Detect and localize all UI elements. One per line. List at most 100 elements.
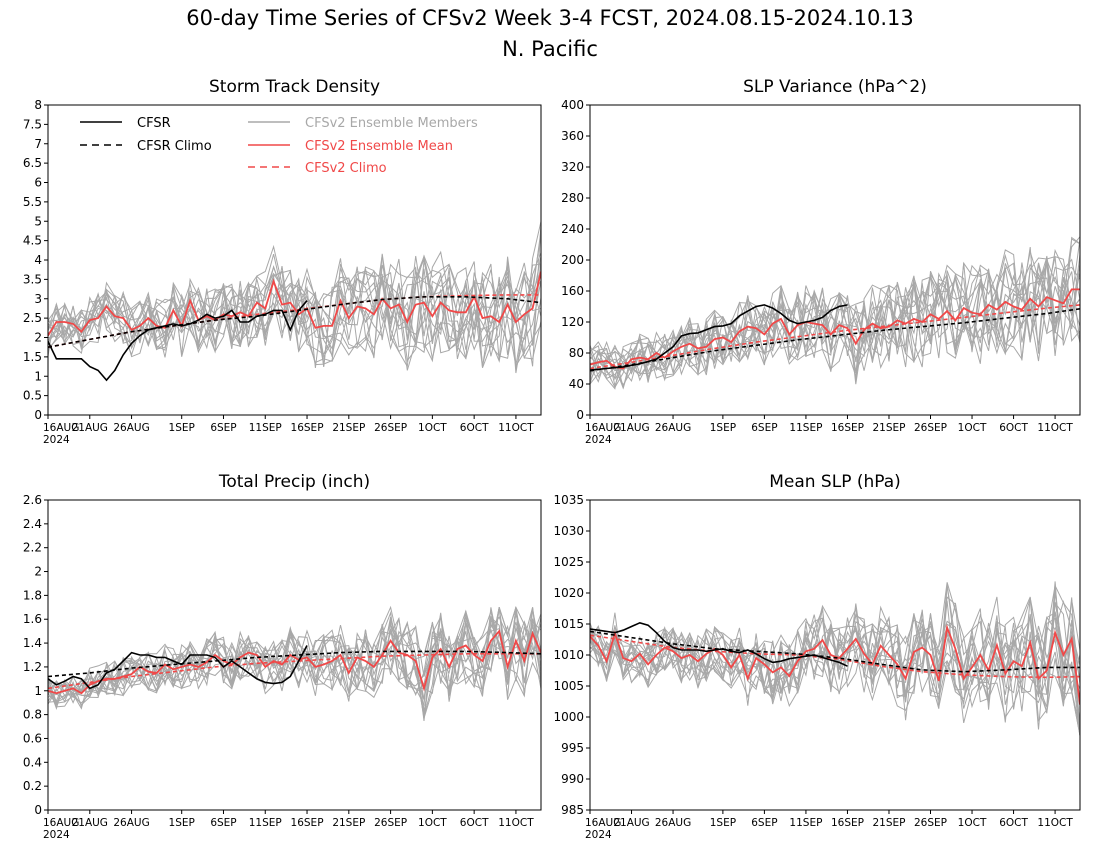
x-tick-label: 16AUG — [43, 817, 79, 829]
x-tick-label: 11SEP — [789, 817, 822, 829]
panel-title: SLP Variance (hPa^2) — [743, 77, 927, 97]
y-tick-label: 990 — [561, 772, 584, 786]
y-tick-label: 2 — [34, 565, 42, 579]
y-tick-label: 0.2 — [23, 779, 42, 793]
legend: CFSR CFSR Climo CFSv2 Ensemble Members CFSv… — [80, 116, 478, 176]
x-tick-label: 6SEP — [210, 422, 236, 434]
y-tick-label: 7 — [34, 137, 42, 151]
y-tick-label: 360 — [561, 129, 584, 143]
panels-group: Storm Track Density 0 0.5 1 1.5 2 2.5 3 3.5 4 4.5 5… — [23, 77, 1081, 841]
y-tick-label: 1035 — [553, 493, 584, 507]
x-tick-label: 1SEP — [710, 817, 736, 829]
y-tick-label: 7.5 — [23, 117, 42, 131]
ensemble-member-line — [590, 262, 1080, 375]
x-tick-label: 6OCT — [999, 422, 1028, 434]
plot-data — [48, 221, 541, 382]
panel-title: Total Precip (inch) — [218, 472, 370, 492]
chart-panel: Mean SLP (hPa) 985 990 995 1000 1005 1010 1015 1… — [553, 472, 1081, 841]
x-tick-label: 6OCT — [460, 817, 489, 829]
y-tick-label: 1025 — [553, 555, 584, 569]
x-tick-label: 21AUG — [613, 422, 649, 434]
y-tick-label: 1000 — [553, 710, 584, 724]
y-tick-label: 2 — [34, 331, 42, 345]
x-tick-label: 26SEP — [374, 817, 407, 829]
ensemble-member-line — [48, 607, 541, 707]
x-tick-label: 1SEP — [710, 422, 736, 434]
cfsr-line — [48, 300, 308, 382]
y-tick-label: 3.5 — [23, 272, 42, 286]
ensemble-member-line — [590, 596, 1080, 714]
y-tick-label: 5 — [34, 214, 42, 228]
ensemble-member-line — [48, 263, 541, 368]
x-tick-label: 1OCT — [418, 817, 447, 829]
y-tick-label: 1030 — [553, 524, 584, 538]
x-year-label: 2024 — [585, 434, 612, 446]
y-tick-label: 6 — [34, 176, 42, 190]
x-tick-label: 11OCT — [498, 422, 534, 434]
y-tick-label: 1 — [34, 684, 42, 698]
x-tick-label: 1OCT — [418, 422, 447, 434]
y-tick-label: 6.5 — [23, 156, 42, 170]
ensemble-member-line — [590, 248, 1080, 390]
ensemble-member-line — [590, 262, 1080, 389]
y-tick-label: 0 — [34, 408, 42, 422]
x-year-label: 2024 — [585, 829, 612, 841]
ensemble-member-line — [48, 234, 541, 363]
y-tick-label: 1.8 — [23, 588, 42, 602]
y-tick-label: 280 — [561, 191, 584, 205]
x-tick-label: 21AUG — [72, 817, 108, 829]
y-tick-label: 985 — [561, 803, 584, 817]
x-tick-label: 21AUG — [613, 817, 649, 829]
plot-data — [48, 605, 541, 722]
ensemble-mean-line — [590, 624, 1080, 705]
x-tick-label: 16AUG — [43, 422, 79, 434]
ensemble-member-line — [48, 244, 541, 357]
y-tick-label: 2.4 — [23, 517, 42, 531]
plot-data — [590, 236, 1080, 390]
panel-title: Mean SLP (hPa) — [769, 472, 901, 492]
cfsv2-climo-line — [590, 304, 1080, 370]
x-year-label: 2024 — [43, 434, 70, 446]
y-tick-label: 1.5 — [23, 350, 42, 364]
legend-label: CFSv2 Ensemble Members — [305, 116, 478, 131]
ensemble-member-line — [590, 592, 1080, 729]
ensemble-member-line — [48, 607, 541, 704]
legend-label: CFSv2 Climo — [305, 161, 387, 176]
legend-label: CFSR — [137, 116, 171, 131]
y-tick-label: 0.6 — [23, 731, 42, 745]
x-tick-label: 6OCT — [999, 817, 1028, 829]
x-tick-label: 11OCT — [1037, 817, 1073, 829]
y-tick-label: 0 — [34, 803, 42, 817]
x-tick-label: 21SEP — [872, 817, 905, 829]
x-tick-label: 26AUG — [655, 422, 691, 434]
x-tick-label: 26AUG — [113, 422, 149, 434]
y-tick-label: 1.4 — [23, 636, 42, 650]
ensemble-member-line — [48, 253, 541, 369]
legend-label: CFSR Climo — [137, 139, 212, 154]
cfsr-climo-line — [590, 630, 1080, 673]
x-tick-label: 11SEP — [249, 422, 282, 434]
y-tick-label: 200 — [561, 253, 584, 267]
x-tick-label: 6SEP — [751, 817, 777, 829]
x-year-label: 2024 — [43, 829, 70, 841]
x-tick-label: 1SEP — [169, 817, 195, 829]
cfsr-climo-line — [590, 308, 1080, 372]
ensemble-member-line — [590, 585, 1080, 736]
cfsr-line — [590, 621, 848, 667]
x-tick-label: 26AUG — [113, 817, 149, 829]
y-tick-label: 2.2 — [23, 541, 42, 555]
ensemble-member-line — [590, 261, 1080, 381]
ensemble-member-line — [590, 262, 1080, 383]
x-tick-label: 21SEP — [872, 422, 905, 434]
y-tick-label: 3 — [34, 292, 42, 306]
y-tick-label: 400 — [561, 98, 584, 112]
y-tick-label: 995 — [561, 741, 584, 755]
ensemble-member-line — [48, 609, 541, 717]
y-tick-label: 0 — [576, 408, 584, 422]
y-tick-label: 1015 — [553, 617, 584, 631]
y-tick-label: 5.5 — [23, 195, 42, 209]
panel-title: Storm Track Density — [209, 77, 380, 97]
chart-panel: Total Precip (inch) 0 0.2 0.4 0.6 0.8 1 1.2 1.4 1… — [23, 472, 542, 841]
ensemble-member-line — [48, 612, 541, 716]
